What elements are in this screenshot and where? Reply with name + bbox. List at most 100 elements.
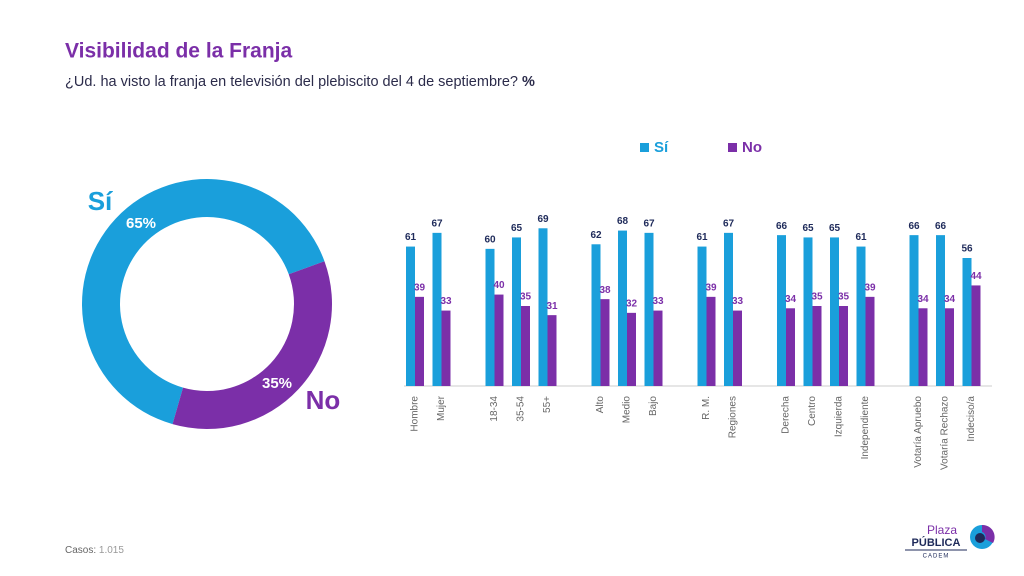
bar xyxy=(441,310,451,386)
data-label: 40 xyxy=(493,280,505,291)
title: Visibilidad de la Franja xyxy=(65,40,293,63)
bar xyxy=(618,230,627,386)
bar xyxy=(724,232,733,386)
data-label: 35 xyxy=(838,292,850,303)
data-label: 61 xyxy=(405,232,417,243)
donut-category-label: Sí xyxy=(88,186,113,216)
data-label: 31 xyxy=(546,301,558,312)
bar xyxy=(786,308,795,386)
data-label: 65 xyxy=(829,223,841,234)
data-label: 32 xyxy=(626,298,638,309)
bar xyxy=(432,232,442,386)
bar xyxy=(512,237,521,386)
logo-line3: CADEM xyxy=(923,554,950,560)
data-label: 66 xyxy=(908,221,920,232)
data-label: 33 xyxy=(652,296,664,307)
bar xyxy=(936,235,945,386)
data-label: 44 xyxy=(970,271,982,282)
bar xyxy=(406,246,415,386)
x-tick-label: 18-34 xyxy=(489,396,500,422)
data-label: 67 xyxy=(723,218,735,229)
data-label: 69 xyxy=(537,214,549,225)
x-tick-label: 55+ xyxy=(542,396,553,413)
data-label: 67 xyxy=(431,218,443,229)
x-tick-label: Bajo xyxy=(648,396,659,416)
bar xyxy=(777,235,786,386)
data-label: 61 xyxy=(696,232,708,243)
bar xyxy=(521,306,530,386)
subtitle-unit: % xyxy=(522,74,535,90)
data-label: 60 xyxy=(484,234,496,245)
data-label: 65 xyxy=(511,223,523,234)
footer: Casos: 1.015 xyxy=(65,545,124,556)
bar xyxy=(971,285,981,386)
x-tick-label: 35-54 xyxy=(516,396,527,422)
bar xyxy=(945,308,954,386)
bar xyxy=(485,248,495,386)
bar xyxy=(812,306,822,386)
x-tick-label: Derecha xyxy=(781,396,792,434)
x-tick-label: Izquierda xyxy=(834,396,845,438)
donut-slice xyxy=(82,179,325,425)
legend-swatch xyxy=(640,143,649,152)
x-tick-label: Votaría Rechazo xyxy=(940,396,951,470)
bar xyxy=(706,296,716,386)
bar xyxy=(644,232,654,386)
bar xyxy=(538,228,548,386)
bar xyxy=(962,258,972,386)
donut-category-label: No xyxy=(306,385,341,415)
legend-label: Sí xyxy=(654,139,669,156)
donut-value-label: 65% xyxy=(126,215,156,232)
data-label: 38 xyxy=(599,285,611,296)
data-label: 66 xyxy=(776,221,788,232)
data-label: 39 xyxy=(864,282,876,293)
donut-slice xyxy=(172,261,332,430)
legend-label: No xyxy=(742,139,762,156)
x-tick-label: Votaría Apruebo xyxy=(913,396,924,468)
x-tick-label: Centro xyxy=(807,396,818,426)
data-label: 61 xyxy=(855,232,867,243)
bar xyxy=(415,296,424,386)
bar xyxy=(591,244,601,386)
bar xyxy=(733,310,742,386)
bar xyxy=(803,237,813,386)
logo-line2: PÚBLICA xyxy=(912,536,961,549)
x-tick-label: Independiente xyxy=(860,396,871,460)
data-label: 65 xyxy=(802,223,814,234)
data-label: 56 xyxy=(961,244,973,255)
bar xyxy=(839,306,848,386)
subtitle-text: ¿Ud. ha visto la franja en televisión de… xyxy=(65,74,518,90)
bar xyxy=(697,246,707,386)
donut-value-label: 35% xyxy=(262,375,292,392)
data-label: 35 xyxy=(811,292,823,303)
x-tick-label: Regiones xyxy=(728,396,739,438)
data-label: 66 xyxy=(935,221,947,232)
legend-swatch xyxy=(728,143,737,152)
bar xyxy=(918,308,928,386)
data-label: 34 xyxy=(917,294,929,305)
x-tick-label: Mujer xyxy=(436,395,447,421)
bar xyxy=(627,312,636,386)
data-label: 39 xyxy=(414,282,426,293)
data-label: 68 xyxy=(617,216,629,227)
footer-label: Casos: xyxy=(65,545,96,556)
bar xyxy=(830,237,839,386)
bar xyxy=(600,299,610,386)
bar xyxy=(547,315,557,386)
data-label: 67 xyxy=(643,218,655,229)
data-label: 34 xyxy=(785,294,797,305)
logo-icon-core xyxy=(975,533,985,543)
bar xyxy=(865,296,875,386)
data-label: 39 xyxy=(705,282,717,293)
subtitle: ¿Ud. ha visto la franja en televisión de… xyxy=(65,74,535,90)
bar xyxy=(909,235,919,386)
data-label: 35 xyxy=(520,292,532,303)
data-label: 34 xyxy=(944,294,956,305)
logo-line1: Plaza xyxy=(927,523,957,537)
x-tick-label: Indeciso/a xyxy=(966,396,977,442)
footer-value: 1.015 xyxy=(99,545,124,556)
data-label: 62 xyxy=(590,230,602,241)
x-tick-label: Hombre xyxy=(410,396,421,432)
bar xyxy=(494,294,504,386)
